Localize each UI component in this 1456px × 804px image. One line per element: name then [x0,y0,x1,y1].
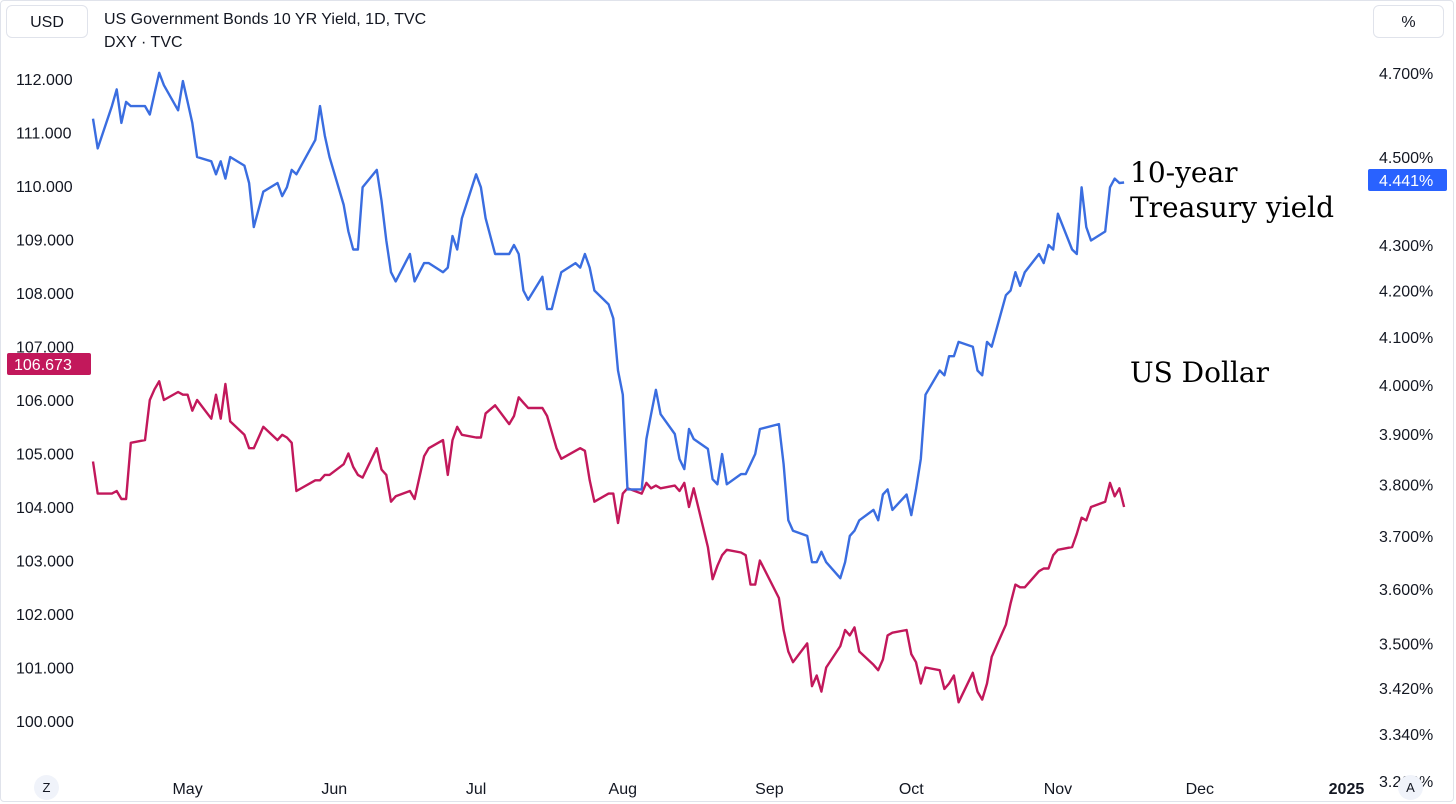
left-axis-tick-4: 108.000 [16,286,74,303]
x-axis-tick-7: Dec [1186,781,1214,798]
series-line-yield [91,71,1125,580]
x-axis-tick-3: Aug [609,781,637,798]
left-axis-tick-10: 102.000 [16,607,74,624]
right-axis-tick-4: 4.100% [1379,330,1433,347]
right-axis-tick-10: 3.500% [1379,636,1433,653]
right-axis-tick-9: 3.600% [1379,582,1433,599]
annotation-dollar: US Dollar [1130,356,1270,389]
left-axis-tick-1: 111.000 [16,126,72,143]
left-axis-tick-11: 101.000 [16,661,74,678]
right-axis-tick-2: 4.300% [1379,238,1433,255]
series-title-dxy[interactable]: DXY · TVC [104,34,183,51]
annotation-yield-line2: Treasury yield [1130,191,1334,224]
zoom-reset-button[interactable]: Z [34,775,59,800]
right-axis-tick-6: 3.900% [1379,427,1433,444]
left-axis-tick-9: 103.000 [16,554,74,571]
left-axis-tick-2: 110.000 [16,179,73,196]
right-axis-tick-3: 4.200% [1379,284,1433,301]
x-axis-tick-8: 2025 [1329,781,1365,798]
x-axis-tick-0: May [172,781,202,798]
x-axis-tick-4: Sep [755,781,784,798]
right-axis-tick-8: 3.700% [1379,529,1433,546]
x-axis-tick-5: Oct [899,781,924,798]
price-badge-dollar: 106.673 [7,353,91,375]
left-axis-unit-button[interactable]: USD [6,5,88,38]
left-axis: 112.000 111.000 110.000 109.000 108.000 107.0… [16,72,74,731]
series-title-yield[interactable]: US Government Bonds 10 YR Yield, 1D, TVC [104,11,427,28]
right-axis-tick-1: 4.500% [1379,150,1433,167]
left-axis-tick-5: 107.000 [16,340,74,357]
x-axis-tick-6: Nov [1044,781,1072,798]
price-badge-yield: 4.441% [1368,169,1447,191]
left-axis-tick-7: 105.000 [16,447,74,464]
annotation-yield-line1: 10-year [1130,156,1238,189]
right-axis-tick-0: 4.700% [1379,66,1433,83]
price-badge-yield-value: 4.441% [1379,173,1433,190]
right-axis-tick-12: 3.340% [1379,727,1433,744]
left-axis-tick-8: 104.000 [16,500,74,517]
left-axis-tick-12: 100.000 [16,714,74,731]
right-axis-tick-7: 3.800% [1379,477,1433,494]
left-axis-tick-6: 106.000 [16,393,74,410]
right-axis-unit-button[interactable]: % [1373,5,1444,38]
auto-scale-button[interactable]: A [1398,775,1423,800]
left-axis-tick-3: 109.000 [16,233,74,250]
price-badge-dollar-value: 106.673 [14,357,72,374]
x-axis-tick-2: Jul [466,781,486,798]
x-axis-tick-1: Jun [321,781,347,798]
right-axis-tick-5: 4.000% [1379,378,1433,395]
time-axis: May Jun Jul Aug Sep Oct Nov Dec 2025 [172,781,1364,798]
left-axis-tick-0: 112.000 [16,72,73,89]
right-axis-tick-11: 3.420% [1379,681,1433,698]
series-line-dollar [91,380,1126,704]
